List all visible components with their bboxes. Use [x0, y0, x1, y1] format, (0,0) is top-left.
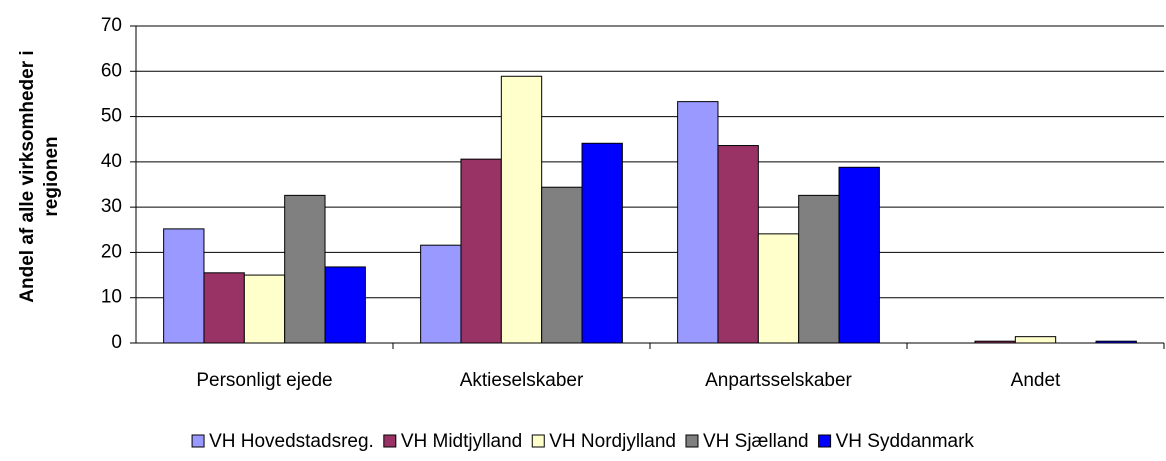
y-tick-label: 10: [101, 287, 122, 308]
bar: [243, 274, 286, 344]
legend-swatch: [531, 434, 545, 448]
bar: [757, 233, 800, 344]
y-tick-label: 30: [101, 196, 122, 217]
bar: [500, 75, 543, 344]
legend-label: VH Nordjylland: [549, 431, 676, 452]
y-axis-label: Andel af alle virksomheder i: [17, 50, 38, 302]
bar: [420, 244, 462, 344]
legend-label: VH Syddanmark: [836, 431, 975, 452]
legend-label: VH Midtjylland: [401, 431, 522, 452]
y-tick-label: 40: [101, 151, 122, 172]
legend-label: VH Sjælland: [703, 431, 809, 452]
legend-swatch: [383, 434, 397, 448]
legend-swatch: [685, 434, 699, 448]
y-tick-label: 70: [101, 15, 122, 36]
x-tick-label: Andet: [1011, 370, 1061, 391]
bar: [717, 145, 759, 344]
bar: [203, 272, 245, 344]
x-tick-label: Aktieselskaber: [460, 370, 584, 391]
bar: [677, 101, 719, 344]
y-axis-label: regionen: [41, 136, 62, 216]
x-tick-label: Anpartsselskaber: [705, 370, 852, 391]
legend-swatch: [818, 434, 832, 448]
bar: [541, 186, 583, 344]
y-tick-label: 50: [101, 106, 122, 127]
x-tick-label: Personligt ejede: [196, 370, 332, 391]
bar: [798, 194, 840, 344]
bar: [1014, 336, 1057, 344]
bar: [284, 194, 326, 344]
y-tick-label: 20: [101, 241, 122, 262]
bar: [460, 158, 502, 344]
bar: [581, 142, 623, 344]
bar: [324, 266, 366, 344]
bar: [838, 166, 880, 344]
y-tick-label: 60: [101, 60, 122, 81]
legend-label: VH Hovedstadsreg.: [209, 431, 374, 452]
legend-swatch: [191, 434, 205, 448]
bar: [163, 228, 205, 344]
y-tick-label: 0: [111, 332, 122, 353]
